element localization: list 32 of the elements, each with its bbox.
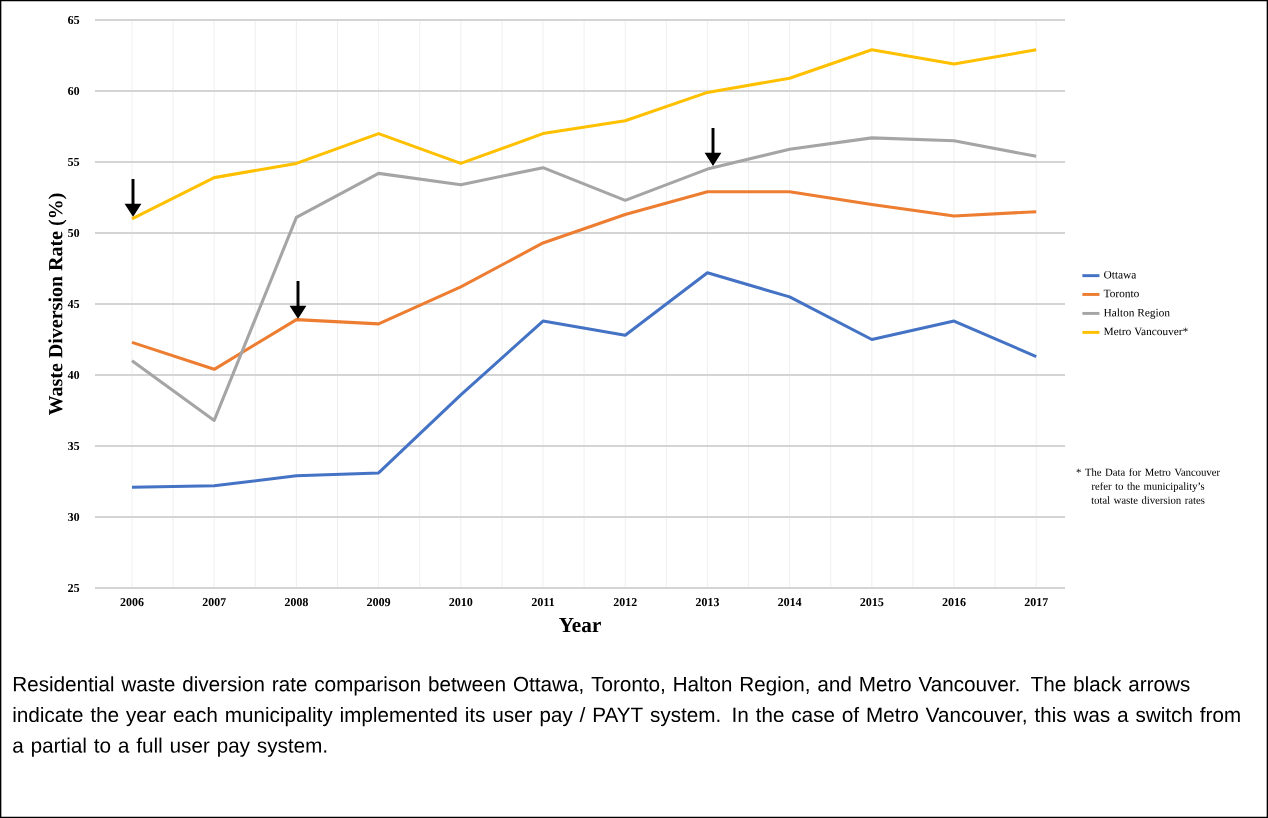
y-tick-label: 45: [67, 299, 80, 309]
x-tick-label: 2017: [1024, 598, 1048, 607]
x-tick-label: 2006: [120, 598, 144, 607]
y-tick-label: 40: [67, 370, 80, 380]
y-tick-label: 60: [68, 86, 80, 96]
legend-label: Halton Region: [1103, 308, 1170, 319]
x-tick-label: 2007: [202, 598, 226, 607]
line-series: [130, 190, 1038, 371]
legend-label: Ottawa: [1104, 270, 1137, 279]
y-tick-label: 30: [68, 512, 80, 522]
text: Residential waste diversion rate comparison between Ottawa, Toronto, Halton Region, and Metro Vancouver. The black arrows indicate the year each municipality implemented its user pay / PAYT system. In the case of Metro Vancouver, this was a switch from a partial to a full user pay system.: [13, 676, 1240, 757]
x-tick-label: 2014: [778, 598, 802, 607]
y-tick-label: 65: [68, 15, 80, 25]
x-tick-label: 2009: [367, 598, 391, 607]
x-tick-label: 2015: [860, 598, 884, 607]
legend-label: Metro Vancouver*: [1103, 327, 1188, 336]
x-tick-label: 2010: [449, 598, 473, 607]
x-axis-title: Year: [559, 617, 601, 633]
text: * The Data for Metro Vancouver refer to the municipality’s total waste diversion rates: [1076, 468, 1220, 504]
legend-label: Toronto: [1103, 289, 1139, 298]
line-series: [130, 271, 1038, 489]
y-tick-label: 35: [68, 441, 80, 451]
x-tick-label: 2012: [613, 598, 637, 607]
y-tick-label: 50: [68, 228, 80, 238]
y-tick-label: 55: [68, 158, 80, 166]
x-tick-label: 2008: [284, 598, 308, 607]
x-tick-label: 2011: [531, 598, 555, 607]
x-tick-label: 2016: [942, 598, 966, 607]
line-series: [130, 136, 1038, 422]
y-tick-label: 25: [68, 583, 80, 593]
y-axis-title: Waste Diversion Rate (%): [48, 193, 67, 416]
x-tick-label: 2013: [695, 598, 719, 607]
